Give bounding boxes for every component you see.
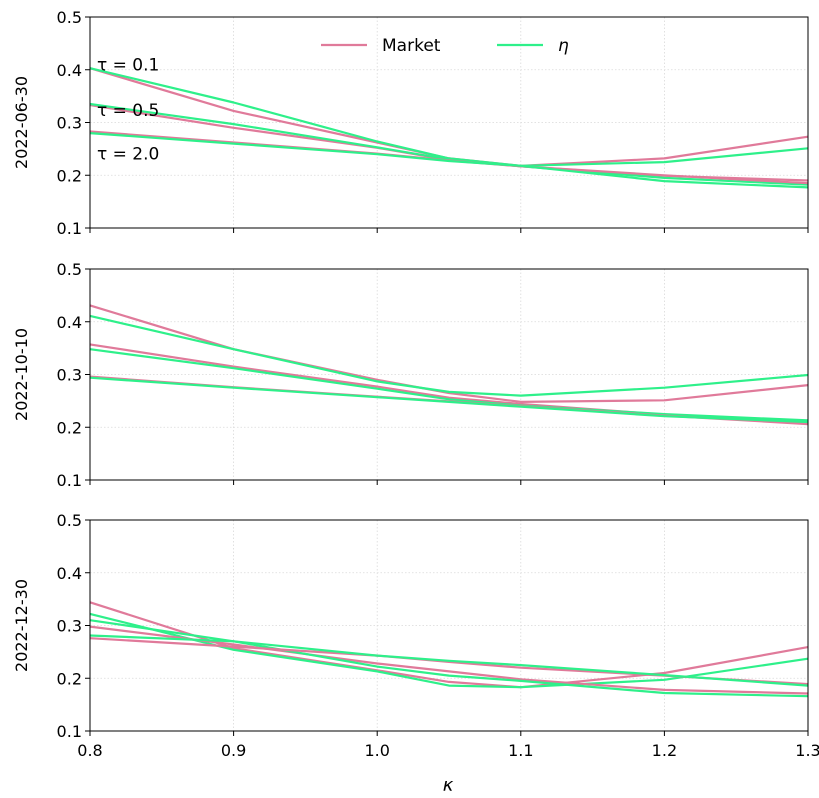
y-tick-label: 0.1 (57, 722, 82, 741)
x-tick-label: 1.0 (364, 741, 389, 760)
y-tick-label: 0.4 (57, 61, 82, 80)
eta-series-line (89, 102, 809, 186)
y-axis-label: 2022-06-30 (12, 76, 31, 169)
x-tick-label: 0.9 (221, 741, 246, 760)
eta-series-line (89, 132, 809, 189)
y-tick-label: 0.5 (57, 511, 82, 530)
eta-series-line (89, 67, 809, 167)
x-axis-label: κ (443, 775, 454, 796)
tau-annotation: τ = 0.5 (97, 101, 159, 121)
eta-series-line (89, 376, 809, 424)
y-tick-label: 0.3 (57, 617, 82, 636)
x-tick-label: 1.3 (795, 741, 819, 760)
legend-label: η (558, 36, 569, 56)
tau-annotation: τ = 0.1 (97, 55, 159, 75)
y-tick-label: 0.2 (57, 418, 82, 437)
panels-layer: 0.1 0.2 0.3 0.4 0.5 2022-06-30 τ = 0.1 τ = 0.5 τ… (12, 8, 819, 760)
panel-1: 0.1 0.2 0.3 0.4 0.5 2022-06-30 τ = 0.1 τ = 0.5 τ… (12, 8, 809, 238)
y-tick-label: 0.3 (57, 366, 82, 385)
y-tick-label: 0.2 (57, 166, 82, 185)
y-tick-label: 0.5 (57, 8, 82, 27)
market-series-line (89, 625, 809, 695)
panel-2: 0.1 0.2 0.3 0.4 0.5 2022-10-10 (12, 260, 809, 490)
legend: Market η (321, 36, 569, 56)
y-axis-label: 2022-12-30 (12, 579, 31, 672)
market-series-line (89, 304, 809, 403)
x-tick-label: 1.2 (652, 741, 677, 760)
y-tick-label: 0.3 (57, 114, 82, 133)
y-axis-label: 2022-10-10 (12, 328, 31, 421)
eta-series-line (89, 348, 809, 422)
eta-series-line (89, 314, 809, 397)
market-series-line (89, 67, 809, 167)
y-tick-label: 0.1 (57, 471, 82, 490)
eta-series-line (89, 634, 809, 687)
y-tick-label: 0.4 (57, 564, 82, 583)
x-tick-label: 1.1 (508, 741, 533, 760)
eta-series-line (89, 612, 809, 689)
panel-3: 0.1 0.2 0.3 0.4 0.5 0.8 0.9 1.0 1.1 1.2 1.3 2022-12… (12, 511, 819, 760)
x-tick-label: 0.8 (77, 741, 102, 760)
legend-label: Market (382, 36, 441, 56)
y-tick-label: 0.2 (57, 669, 82, 688)
market-series-line (89, 104, 809, 182)
y-tick-label: 0.4 (57, 313, 82, 332)
y-tick-label: 0.5 (57, 260, 82, 279)
market-series-line (89, 601, 809, 689)
tau-annotation: τ = 2.0 (97, 145, 159, 165)
y-tick-label: 0.1 (57, 219, 82, 238)
